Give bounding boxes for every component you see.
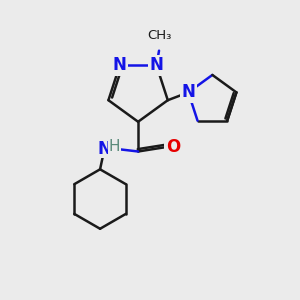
Text: N: N bbox=[98, 140, 112, 158]
Text: N: N bbox=[182, 83, 195, 101]
Text: H: H bbox=[108, 139, 120, 154]
Text: CH₃: CH₃ bbox=[147, 29, 171, 42]
Text: O: O bbox=[166, 138, 180, 156]
Text: N: N bbox=[149, 56, 164, 74]
Text: N: N bbox=[113, 56, 127, 74]
